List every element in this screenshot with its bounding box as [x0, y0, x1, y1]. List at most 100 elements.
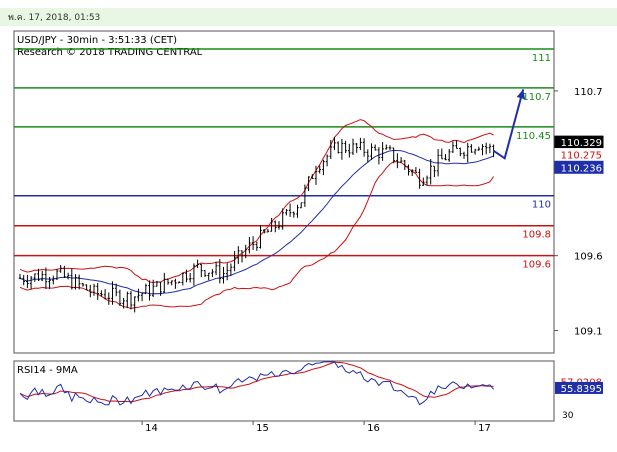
level-label: 110.45: [516, 131, 551, 142]
candle: [114, 283, 118, 297]
candle: [151, 279, 155, 297]
price-tag: 110.275: [554, 148, 604, 162]
candle: [455, 140, 458, 149]
candle: [89, 284, 92, 298]
candle: [307, 176, 310, 192]
candle: [118, 289, 122, 307]
candle: [26, 274, 29, 288]
candle: [362, 138, 366, 157]
date-bar: พ.ค. 17, 2018, 01:53: [0, 8, 617, 26]
candle: [244, 244, 247, 259]
candle: [48, 276, 51, 289]
forecast-line: [493, 89, 525, 160]
candle: [281, 208, 284, 230]
candle: [325, 154, 329, 167]
rsi-tag: 55.8395: [555, 381, 603, 395]
candle: [103, 289, 107, 300]
rsi-line: [19, 361, 494, 406]
candle: [333, 136, 336, 151]
lower-band: [19, 161, 495, 310]
candle: [429, 159, 432, 185]
candle: [488, 143, 492, 154]
candle: [466, 142, 469, 163]
candle: [77, 274, 81, 290]
price-tag-box: [554, 160, 604, 174]
candle: [22, 274, 25, 286]
candle: [255, 241, 259, 251]
candle: [388, 145, 392, 150]
candle: [188, 273, 192, 283]
candle: [440, 148, 444, 160]
candle: [218, 259, 222, 284]
candle: [211, 269, 214, 278]
candle: [52, 275, 55, 285]
candle: [144, 283, 148, 295]
candle: [370, 143, 373, 161]
forecast-arrow: [493, 89, 526, 160]
candle: [314, 165, 318, 185]
candle: [214, 261, 218, 276]
rsi-tag-label: 55.8395: [561, 384, 602, 395]
candle: [100, 290, 103, 297]
x-tick-label: 14: [145, 423, 158, 434]
rsi-ma-line: [19, 361, 494, 403]
candle: [111, 281, 114, 305]
candle: [81, 282, 85, 287]
candle: [140, 292, 144, 302]
candle: [248, 237, 251, 254]
rsi-title: RSI14 - 9MA: [17, 365, 78, 376]
candle: [484, 142, 488, 155]
candle: [33, 273, 37, 282]
candle: [403, 159, 407, 170]
candle: [462, 151, 466, 159]
x-tick-label: 16: [367, 423, 380, 434]
candle: [270, 217, 273, 232]
candle: [174, 278, 177, 289]
candle: [225, 263, 229, 281]
candle: [181, 272, 185, 286]
candle: [229, 263, 233, 276]
candle: [481, 144, 484, 156]
candle: [59, 264, 62, 273]
candle: [373, 144, 377, 151]
candle: [459, 147, 462, 157]
rsi-lines: [19, 361, 494, 406]
candle: [329, 139, 333, 160]
candle: [148, 280, 151, 301]
candle: [359, 137, 362, 151]
candle: [203, 270, 207, 277]
price-tag-box: [554, 148, 604, 162]
level-label: 110.7: [522, 92, 551, 103]
candle: [266, 228, 270, 233]
candle: [451, 141, 455, 153]
candle: [170, 280, 173, 286]
x-tick-label: 15: [256, 423, 269, 434]
candle: [355, 142, 358, 153]
candle: [166, 278, 170, 285]
time-axis: 14 15 16 17: [141, 421, 491, 434]
y-tick-label: 109.6: [574, 252, 603, 263]
date-time: พ.ค. 17, 2018, 01:53: [8, 13, 101, 23]
candle: [66, 272, 70, 280]
price-tag-label: 110.275: [561, 151, 602, 162]
candle: [444, 154, 447, 161]
candle: [133, 296, 136, 313]
candle: [396, 153, 399, 169]
candle: [277, 221, 281, 230]
candle: [366, 149, 370, 163]
forecast-arrowhead: [516, 89, 526, 100]
candle: [155, 280, 159, 287]
price-panel: USD/JPY - 30min - 3:51:33 (CET) Research…: [13, 30, 604, 354]
candle: [433, 165, 436, 178]
candle: [107, 292, 111, 305]
candle: [348, 143, 351, 158]
bollinger-bands: [19, 119, 495, 310]
candle: [122, 298, 125, 309]
candle: [259, 225, 262, 249]
candle: [422, 177, 425, 187]
candle: [44, 267, 48, 289]
